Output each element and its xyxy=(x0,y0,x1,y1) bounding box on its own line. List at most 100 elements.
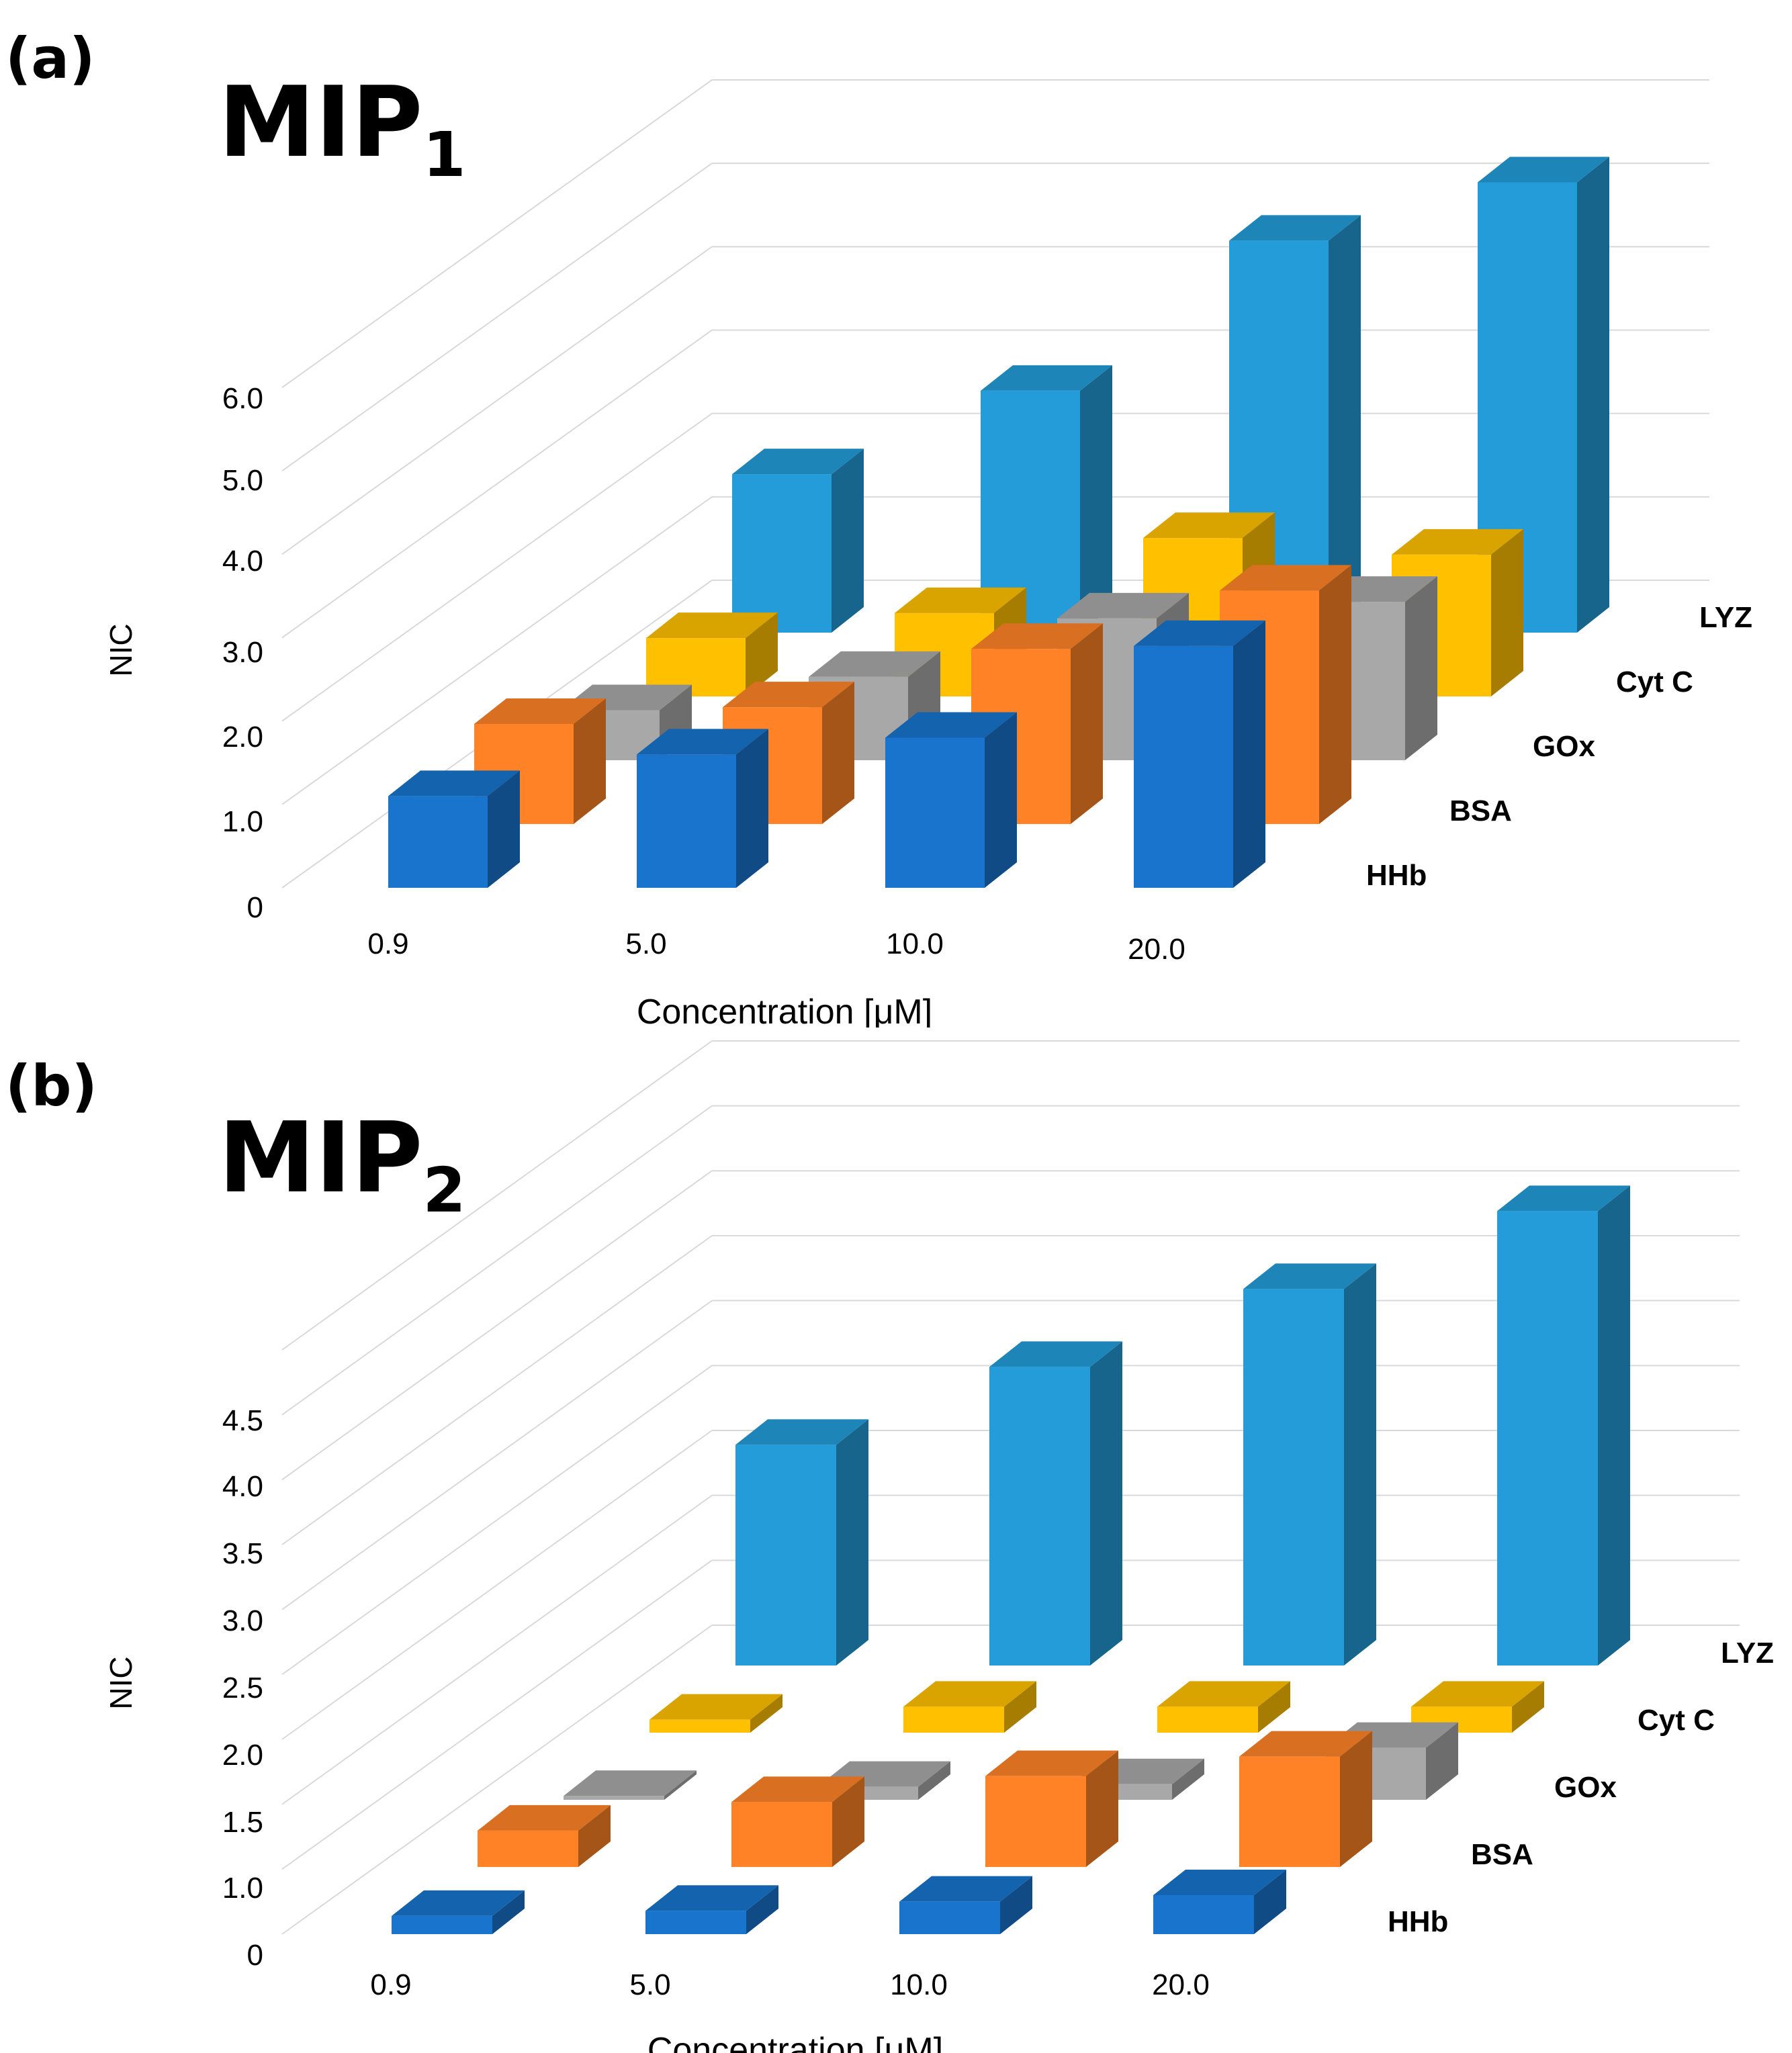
bar-side xyxy=(1080,365,1112,633)
gridline-side xyxy=(281,246,713,555)
bar-top xyxy=(1157,1681,1290,1707)
y-tick-label: 4.0 xyxy=(222,545,263,578)
gridline-side xyxy=(281,1299,713,1610)
y-tick-label: 1.5 xyxy=(222,1806,263,1839)
series-label-lyz: LYZ xyxy=(1699,601,1752,634)
series-label-hhb: HHb xyxy=(1388,1905,1448,1938)
bar-side xyxy=(1071,623,1103,824)
bar xyxy=(478,1805,611,1867)
bar-top xyxy=(649,1694,782,1720)
chart-title-subscript: 1 xyxy=(422,119,466,191)
x-tick-label: 0.9 xyxy=(370,1968,411,2001)
y-tick-label: 2.0 xyxy=(222,1739,263,1772)
bar-top xyxy=(981,365,1112,391)
bar-top xyxy=(1411,1681,1544,1707)
bar-side xyxy=(1577,156,1609,633)
x-tick-label: 5.0 xyxy=(625,927,666,960)
bar-top xyxy=(1478,156,1609,183)
gridlines xyxy=(281,1040,1740,1935)
y-tick-labels: 0 1.0 2.0 3.0 4.0 5.0 6.0 xyxy=(222,382,263,924)
bar-side xyxy=(1090,1341,1122,1666)
y-tick-label: 1.0 xyxy=(222,805,263,838)
bar-top xyxy=(885,712,1017,738)
panel-a: (a) MIP1 0 1.0 2.0 3.0 4.0 5.0 6.0 NIC 0.9 5.0 10.… xyxy=(5,26,1752,1028)
gridline-side xyxy=(281,1235,713,1545)
chart-title-main: MIP xyxy=(218,1101,423,1215)
bar-side xyxy=(832,449,864,633)
bar-side xyxy=(1254,1870,1286,1934)
bar-top xyxy=(645,1885,778,1911)
bar-top xyxy=(1143,512,1275,539)
y-tick-label: 3.0 xyxy=(222,636,263,669)
bar-front xyxy=(1239,1756,1340,1867)
bar-top xyxy=(637,729,768,755)
bar-side xyxy=(822,682,854,824)
bar-top xyxy=(1153,1870,1286,1895)
gridline-side xyxy=(281,1625,713,1935)
bar-top xyxy=(388,770,520,796)
y-tick-labels: 0 1.0 1.5 2.0 2.5 3.0 3.5 4.0 4.5 xyxy=(222,1404,263,1972)
bar xyxy=(985,1750,1118,1867)
x-tick-labels: 0.9 5.0 10.0 20.0 xyxy=(367,927,1185,966)
y-tick-label: 1.0 xyxy=(222,1872,263,1905)
bar xyxy=(1157,1681,1290,1733)
y-tick-label: 2.5 xyxy=(222,1672,263,1704)
bar-top xyxy=(1057,592,1189,619)
y-tick-label: 4.0 xyxy=(222,1470,263,1503)
chart-title: MIP2 xyxy=(218,1109,466,1222)
bar-side xyxy=(832,1776,864,1867)
series-label-hhb: HHb xyxy=(1366,859,1427,892)
bar xyxy=(564,1770,697,1800)
bar-side xyxy=(1319,565,1351,824)
gridline-side xyxy=(281,1430,713,1740)
series-label-bsa: BSA xyxy=(1471,1838,1533,1871)
bar-side xyxy=(1258,1681,1290,1733)
chart-title-main: MIP xyxy=(218,66,423,179)
bar-top xyxy=(1239,1731,1372,1757)
bar-top xyxy=(989,1341,1122,1367)
bar-side xyxy=(918,1761,950,1800)
x-tick-label: 20.0 xyxy=(1152,1968,1210,2001)
bar-front xyxy=(1243,1289,1344,1666)
bar-side xyxy=(985,712,1017,888)
bar-side xyxy=(1329,215,1361,633)
x-axis-label: Concentration [μM] xyxy=(647,2031,943,2053)
bar-side xyxy=(1405,576,1437,760)
bar-front xyxy=(1153,1895,1254,1934)
gridline-side xyxy=(281,412,713,722)
bar-side xyxy=(836,1419,868,1666)
bar-side xyxy=(1086,1750,1118,1867)
bar-front xyxy=(649,1719,750,1733)
bar-top xyxy=(735,1419,868,1445)
bar-top xyxy=(1497,1185,1630,1212)
bar-top xyxy=(903,1681,1036,1707)
bar xyxy=(645,1885,778,1934)
bar-side xyxy=(1598,1185,1630,1666)
bar-front xyxy=(735,1445,836,1666)
panel-label: (a) xyxy=(5,26,95,91)
bar-front xyxy=(885,737,985,888)
bar-side xyxy=(492,1890,525,1934)
x-tick-label: 10.0 xyxy=(886,927,944,960)
y-tick-label: 3.0 xyxy=(222,1604,263,1637)
gridline-side xyxy=(281,496,713,805)
x-tick-label: 20.0 xyxy=(1128,933,1185,966)
bar-side xyxy=(1172,1758,1204,1800)
bar-front xyxy=(1157,1706,1258,1733)
x-tick-label: 10.0 xyxy=(890,1968,948,2001)
gridline-side xyxy=(281,329,713,639)
series-label-cyt-c: Cyt C xyxy=(1638,1704,1715,1737)
y-axis-label: NIC xyxy=(103,1656,138,1709)
bar-top xyxy=(392,1890,525,1916)
bar xyxy=(885,712,1017,888)
bar-front xyxy=(388,796,488,888)
gridline-side xyxy=(281,1559,713,1870)
bar-side xyxy=(578,1805,611,1867)
bar xyxy=(732,449,864,633)
gridline-side xyxy=(281,163,713,471)
bar-top xyxy=(971,623,1103,649)
bar xyxy=(731,1776,864,1867)
